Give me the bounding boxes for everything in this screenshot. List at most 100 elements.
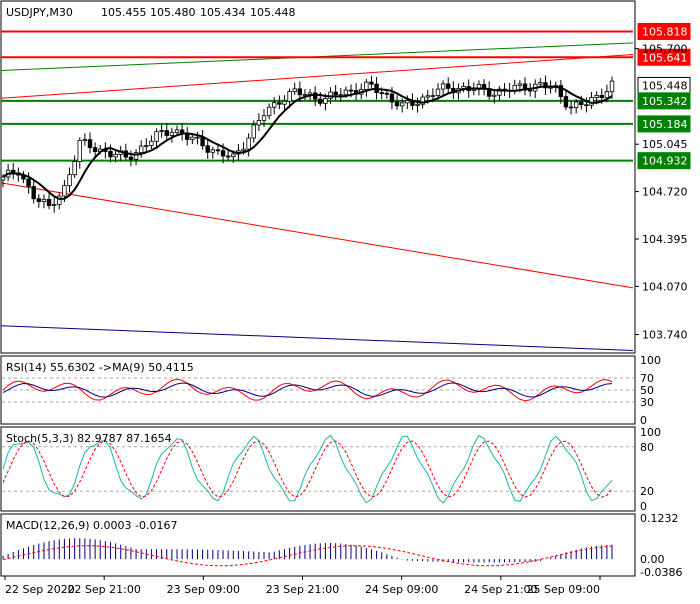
stoch-layer: 100 80 20 0 — [2, 426, 661, 513]
candle-body — [538, 82, 543, 85]
candle-body — [568, 106, 574, 109]
rsi-line — [2, 378, 613, 402]
candle-body — [215, 149, 221, 152]
macd-label: MACD(12,26,9) 0.0003 -0.0167 — [6, 519, 177, 532]
stoch-label: Stoch(5,3,3) 82.9787 87.1654 — [6, 432, 172, 445]
candle-body — [231, 153, 236, 157]
indicator-scale-label: 80 — [640, 441, 654, 454]
symbol-header: USDJPY,M30 — [6, 6, 73, 19]
time-tick-label: 25 Sep 09:00 — [527, 583, 600, 596]
time-tick-label: 22 Sep 21:00 — [67, 583, 140, 596]
time-tick-label: 24 Sep 21:00 — [464, 583, 537, 596]
candle-body — [225, 155, 231, 158]
candle-body — [67, 174, 72, 187]
stoch-main-line — [2, 434, 613, 504]
rsi-label: RSI(14) 55.6302 ->MA(9) 50.4115 — [6, 361, 194, 374]
candle-body — [405, 100, 410, 104]
candle-body — [41, 198, 47, 202]
candle-body — [584, 104, 589, 107]
price-tag-label: 105.818 — [642, 25, 688, 38]
price-tag-resistance — [637, 22, 691, 40]
candle-body — [0, 176, 6, 181]
indicator-scale-label: -0.0386 — [640, 566, 682, 579]
candle-body — [287, 91, 292, 102]
price-tick-label: 103.740 — [642, 329, 688, 342]
candle-body — [128, 156, 134, 160]
candle-body — [251, 124, 256, 139]
candle-body — [389, 93, 395, 103]
ohlc-open: 105.455 — [101, 6, 147, 19]
price-tick-label: 104.395 — [642, 233, 688, 246]
candle-body — [210, 149, 216, 153]
indicator-scale-label: 0 — [640, 414, 647, 427]
candle-body — [261, 115, 267, 121]
candle-body — [399, 102, 405, 107]
candle-body — [312, 92, 318, 100]
candle-body — [36, 198, 42, 202]
candle-body — [200, 136, 205, 147]
candle-body — [149, 140, 154, 146]
main-pane-frame — [0, 0, 636, 354]
macd-layer: 0.1232 0.00-0.0386 — [2, 512, 682, 579]
time-tick-label: 23 Sep 21:00 — [266, 583, 339, 596]
indicator-scale-label: 0.1232 — [640, 512, 679, 525]
indicator-scale-label: 100 — [640, 354, 661, 367]
trendline-1 — [0, 54, 634, 99]
indicator-scale-label: 0 — [640, 500, 647, 513]
candle-body — [573, 101, 579, 108]
price-tick-label: 104.720 — [642, 186, 688, 199]
candle-body — [302, 94, 308, 96]
price-tag-support — [637, 152, 691, 170]
candle-body — [272, 102, 277, 108]
candle-body — [594, 94, 599, 98]
candle-body — [579, 101, 584, 106]
main-lines-layer — [0, 30, 634, 352]
price-tag-support — [637, 115, 691, 133]
candle-body — [435, 88, 441, 96]
candle-body — [164, 130, 169, 136]
candle-body — [589, 97, 594, 106]
price-tags-layer: 105.818 105.641 105.448 105.342 105.184 104.9… — [637, 22, 691, 170]
candle-body — [133, 152, 139, 160]
candle-body — [169, 132, 175, 136]
candle-body — [77, 139, 82, 162]
candle-body — [415, 103, 420, 106]
candle-body — [497, 88, 502, 96]
ohlc-close: 105.448 — [250, 6, 296, 19]
candle-body — [113, 154, 118, 158]
macd-pane-frame — [0, 513, 636, 577]
candle-body — [425, 95, 430, 98]
stoch-signal-line — [2, 440, 613, 498]
ohlc-low: 105.434 — [200, 6, 246, 19]
candle-body — [563, 96, 569, 108]
candle-body — [108, 151, 113, 158]
price-tag-label: 104.932 — [642, 155, 688, 168]
candle-body — [430, 95, 436, 97]
candle-body — [57, 195, 62, 205]
price-tick-label: 105.045 — [642, 138, 688, 151]
candle-body — [420, 96, 425, 105]
candle-body — [440, 83, 446, 90]
candle-body — [599, 94, 604, 99]
price-tag-label: 105.342 — [642, 95, 688, 108]
candle-body — [369, 81, 374, 85]
candle-body — [394, 101, 400, 107]
indicator-scale-label: 0.00 — [640, 553, 665, 566]
time-tick-label: 22 Sep 2020 — [5, 583, 75, 596]
indicator-scale-label: 20 — [640, 485, 654, 498]
candle-body — [82, 139, 88, 141]
price-tag-label: 105.184 — [642, 118, 688, 131]
candle-body — [31, 186, 36, 200]
candle-body — [492, 94, 497, 97]
candle-body — [87, 139, 93, 149]
candle-body — [318, 98, 323, 104]
candle-body — [62, 185, 67, 197]
candle-body — [174, 129, 180, 134]
candle-body — [527, 89, 533, 92]
candle-body — [384, 92, 390, 95]
candle-body — [220, 150, 226, 157]
moving-average-line — [2, 85, 613, 200]
stoch-pane-frame — [0, 426, 636, 512]
